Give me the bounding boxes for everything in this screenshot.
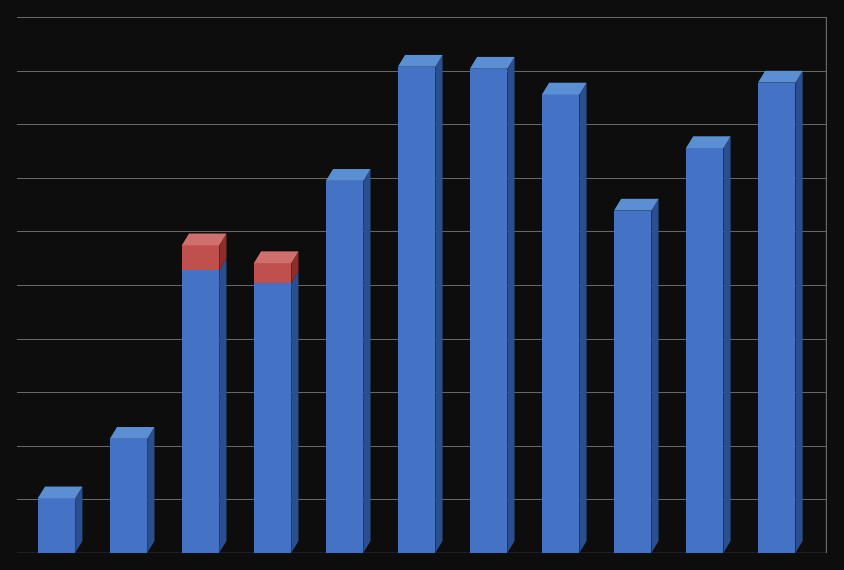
Polygon shape (254, 283, 291, 553)
Polygon shape (326, 169, 371, 181)
Polygon shape (398, 55, 442, 67)
Polygon shape (181, 234, 226, 245)
Polygon shape (110, 439, 147, 553)
Polygon shape (147, 427, 154, 553)
Polygon shape (470, 57, 515, 69)
Polygon shape (758, 71, 803, 83)
Polygon shape (542, 95, 579, 553)
Polygon shape (326, 181, 363, 553)
Polygon shape (470, 69, 507, 553)
Polygon shape (219, 234, 226, 270)
Polygon shape (38, 498, 75, 553)
Polygon shape (181, 245, 219, 270)
Polygon shape (254, 251, 299, 263)
Polygon shape (291, 251, 299, 283)
Polygon shape (181, 270, 219, 553)
Polygon shape (686, 136, 731, 148)
Polygon shape (398, 67, 436, 553)
Polygon shape (507, 57, 515, 553)
Polygon shape (436, 55, 442, 553)
Polygon shape (614, 210, 652, 553)
Polygon shape (363, 169, 371, 553)
Polygon shape (614, 199, 658, 210)
Polygon shape (219, 258, 226, 553)
Polygon shape (38, 487, 83, 498)
Polygon shape (758, 83, 795, 553)
Polygon shape (723, 136, 731, 553)
Polygon shape (110, 427, 154, 439)
Polygon shape (652, 199, 658, 553)
Polygon shape (686, 148, 723, 553)
Polygon shape (795, 71, 803, 553)
Polygon shape (579, 83, 587, 553)
Polygon shape (542, 83, 587, 95)
Polygon shape (291, 271, 299, 553)
Polygon shape (75, 487, 83, 553)
Polygon shape (254, 263, 291, 283)
